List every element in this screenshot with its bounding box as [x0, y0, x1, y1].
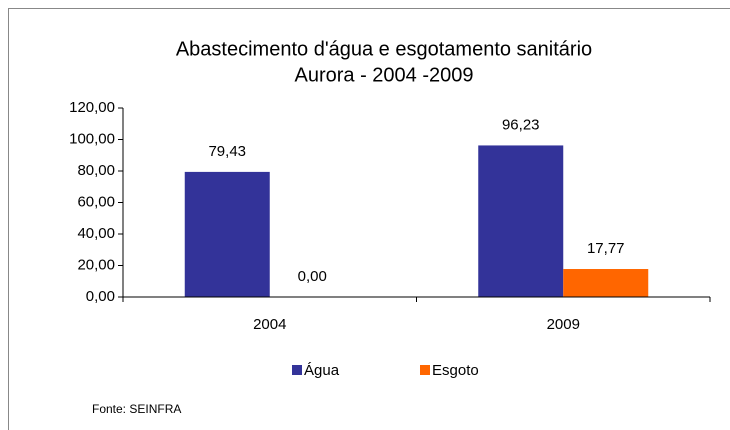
legend-swatch	[292, 365, 302, 375]
value-label: 96,23	[502, 116, 540, 133]
source-note: Fonte: SEINFRA	[92, 402, 181, 416]
x-tick-label: 2004	[253, 316, 286, 333]
value-label: 17,77	[587, 240, 625, 257]
chart-title: Abastecimento d'água e esgotamento sanit…	[176, 38, 592, 60]
y-tick-label: 60,00	[77, 193, 115, 210]
bar	[478, 145, 564, 297]
y-tick-label: 120,00	[69, 99, 115, 116]
chart-subtitle: Aurora - 2004 -2009	[294, 64, 473, 86]
legend-label: Água	[304, 362, 340, 379]
x-tick-label: 2009	[547, 316, 580, 333]
chart-frame	[8, 8, 730, 430]
y-tick-label: 80,00	[77, 162, 115, 179]
y-tick-label: 40,00	[77, 225, 115, 242]
y-tick-label: 20,00	[77, 256, 115, 273]
y-tick-label: 0,00	[86, 288, 115, 305]
legend-swatch	[420, 365, 430, 375]
value-label: 0,00	[298, 268, 327, 285]
value-label: 79,43	[208, 143, 246, 160]
legend-label: Esgoto	[432, 362, 479, 379]
bar	[184, 171, 270, 297]
y-tick-label: 100,00	[69, 130, 115, 147]
bar	[563, 269, 649, 297]
